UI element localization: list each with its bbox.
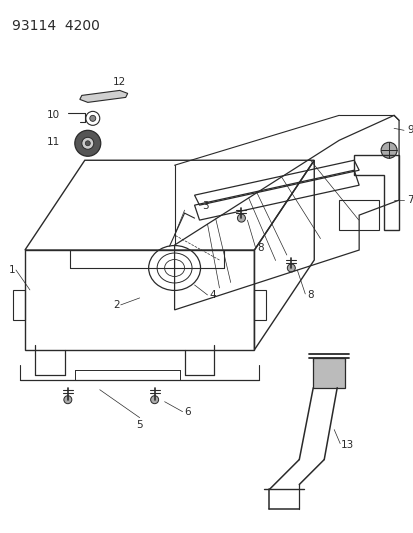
- Circle shape: [150, 395, 158, 403]
- Text: 12: 12: [113, 77, 126, 87]
- Text: 2: 2: [113, 300, 119, 310]
- Circle shape: [85, 141, 90, 146]
- Text: 9: 9: [406, 125, 413, 135]
- Text: 93114  4200: 93114 4200: [12, 19, 100, 33]
- Text: 8: 8: [257, 243, 263, 253]
- Text: 1: 1: [8, 265, 15, 275]
- Text: 4: 4: [209, 290, 216, 300]
- Polygon shape: [313, 358, 344, 387]
- Circle shape: [287, 264, 294, 272]
- Text: 3: 3: [202, 201, 209, 211]
- Text: 10: 10: [47, 110, 60, 120]
- Polygon shape: [80, 91, 127, 102]
- Text: 7: 7: [406, 195, 413, 205]
- Text: 13: 13: [340, 440, 354, 449]
- Circle shape: [237, 214, 245, 222]
- Circle shape: [380, 142, 396, 158]
- Text: 5: 5: [136, 419, 142, 430]
- Text: 8: 8: [306, 290, 313, 300]
- Circle shape: [64, 395, 72, 403]
- Circle shape: [82, 138, 94, 149]
- Circle shape: [90, 115, 95, 122]
- Text: 6: 6: [184, 407, 191, 417]
- Text: 11: 11: [47, 138, 60, 147]
- Circle shape: [75, 131, 100, 156]
